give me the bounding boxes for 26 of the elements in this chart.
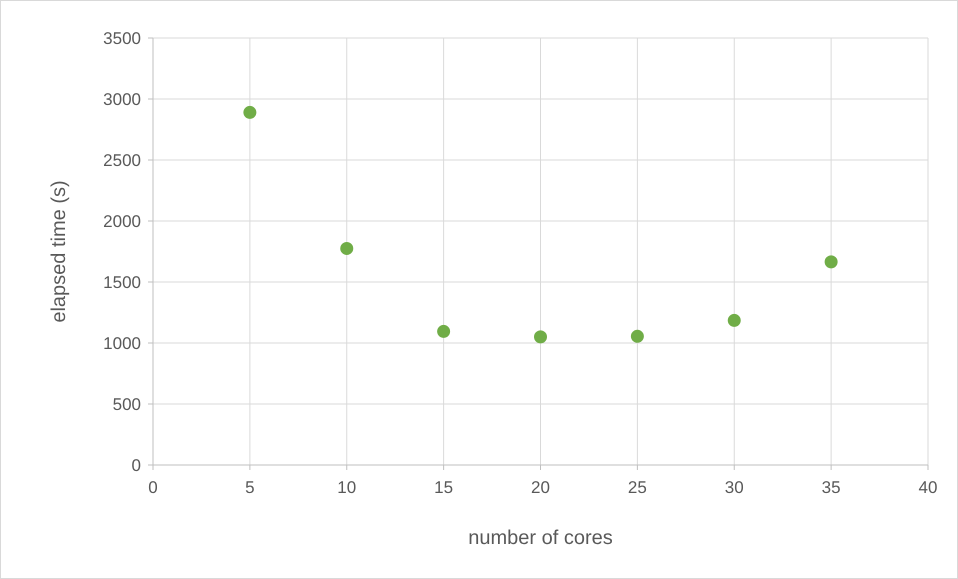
y-tick-label: 1500 — [103, 273, 141, 292]
y-tick-label: 0 — [132, 456, 141, 475]
y-tick-label: 2500 — [103, 151, 141, 170]
point — [340, 242, 354, 255]
x-tick-label: 40 — [918, 478, 938, 497]
x-tick-label: 0 — [148, 478, 158, 497]
point — [728, 314, 741, 327]
point — [437, 324, 450, 338]
x-tick-label: 25 — [628, 478, 647, 497]
y-tick-label: 2000 — [103, 212, 141, 231]
point — [824, 255, 838, 268]
y-tick-label: 3000 — [103, 90, 141, 109]
point — [243, 106, 256, 119]
point — [534, 330, 547, 344]
x-tick-label: 15 — [434, 478, 454, 497]
x-tick-label: 5 — [245, 478, 255, 497]
x-tick-label: 10 — [337, 478, 356, 497]
y-axis-title: elapsed time (s) — [48, 180, 70, 323]
point — [630, 330, 644, 343]
y-tick-label: 1000 — [103, 334, 141, 353]
x-tick-label: 35 — [822, 478, 841, 497]
y-tick-label: 3500 — [103, 29, 141, 48]
y-tick-label: 500 — [112, 395, 141, 414]
x-axis-title: number of cores — [468, 527, 613, 549]
x-tick-label: 30 — [724, 478, 744, 497]
x-tick-label: 20 — [531, 478, 550, 497]
